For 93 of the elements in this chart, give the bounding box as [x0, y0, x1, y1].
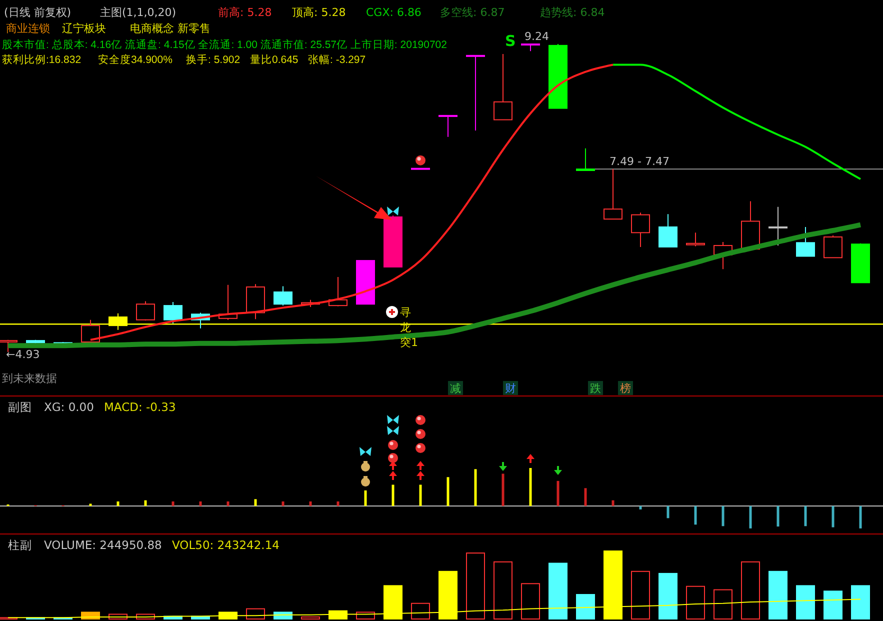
bar	[254, 499, 257, 506]
bar	[411, 602, 430, 620]
annotation: 张幅: -3.297	[308, 53, 366, 66]
bar	[246, 608, 265, 620]
text: 减	[450, 382, 461, 395]
candlestick	[686, 232, 705, 247]
bar	[796, 585, 815, 620]
annotation: 龙	[400, 321, 411, 334]
annotation: 柱副	[8, 538, 32, 552]
text: 趋势线: 6.84	[540, 6, 605, 19]
bar	[556, 480, 560, 506]
bar	[392, 484, 394, 506]
bar	[749, 506, 752, 528]
text: 榜	[620, 382, 631, 395]
bar	[521, 583, 540, 620]
candlestick	[796, 226, 815, 257]
annotation: 股本市值: 总股本: 4.16亿 流通盘: 4.15亿 全流通: 1.00 流通市值: 25.57亿 上市日期: 20190702	[2, 38, 448, 51]
bar	[824, 590, 842, 620]
annotation: 突1	[400, 336, 418, 349]
bar	[612, 500, 614, 506]
annotation: 寻	[400, 306, 411, 319]
bar	[336, 501, 340, 506]
bar	[694, 506, 697, 525]
bar	[282, 501, 284, 506]
candlestick	[274, 286, 292, 306]
candlestick	[658, 214, 678, 248]
text: 电商概念 新零售	[130, 22, 210, 35]
bar	[832, 506, 834, 528]
annotation: 安全度34.900%	[98, 53, 172, 66]
bar	[419, 484, 422, 506]
annotation: S	[505, 32, 516, 50]
annotation: 换手: 5.902	[186, 53, 240, 66]
annotation: 获利比例:16.832	[2, 53, 82, 66]
candlestick	[438, 114, 458, 138]
text: 辽宁板块	[62, 22, 106, 35]
bar	[776, 506, 780, 527]
annotation: ←4.93	[6, 348, 40, 361]
bar	[741, 561, 760, 620]
text: CGX: 6.86	[366, 6, 422, 19]
bar	[859, 506, 862, 528]
candlestick	[136, 300, 155, 322]
bar	[658, 572, 678, 620]
annotation: 量比0.645	[250, 53, 298, 66]
text: (日线 前复权)	[4, 6, 72, 19]
bar	[199, 501, 202, 506]
candlestick	[494, 54, 512, 120]
bar	[172, 501, 174, 506]
text: 商业连锁	[6, 22, 50, 35]
bar	[364, 490, 367, 506]
text: 副图	[8, 400, 32, 414]
candlestick	[824, 235, 842, 258]
text: 顶高: 5.28	[292, 6, 346, 19]
text: MACD: -0.33	[104, 400, 176, 414]
candlestick	[466, 54, 485, 131]
bar	[576, 594, 595, 620]
text: 跌	[590, 382, 601, 395]
bar	[714, 589, 732, 620]
candlestick	[768, 206, 788, 246]
bar	[666, 506, 670, 518]
candlestick	[576, 148, 595, 171]
candlestick	[631, 212, 650, 248]
bar	[529, 468, 532, 506]
bar	[768, 570, 788, 620]
annotation: VOL50: 243242.14	[172, 538, 280, 552]
text: XG: 0.00	[44, 400, 94, 414]
bar	[226, 501, 230, 506]
bar	[686, 586, 705, 620]
bar	[804, 506, 807, 526]
bar	[116, 501, 120, 506]
bar	[851, 585, 870, 620]
bar	[474, 469, 477, 506]
ref-line-label: 7.49 - 7.47	[610, 155, 670, 168]
bar	[446, 477, 450, 506]
bar	[466, 552, 485, 620]
text: 主图(1,1,0,20)	[100, 6, 176, 19]
bar	[639, 506, 642, 510]
bar	[722, 506, 724, 526]
candlestick	[604, 168, 622, 220]
annotation: 9.24	[524, 30, 549, 43]
annotation: VOLUME: 244950.88	[44, 538, 162, 552]
text: 多空线: 6.87	[440, 6, 505, 19]
bar	[494, 561, 512, 620]
bar	[309, 501, 312, 506]
candlestick	[164, 301, 182, 324]
text: 到未来数据	[2, 372, 57, 385]
bar	[584, 488, 587, 506]
text: 前高: 5.28	[218, 6, 272, 19]
bar	[301, 616, 320, 620]
bar	[502, 474, 504, 506]
bar	[548, 562, 568, 620]
text: 财	[505, 382, 516, 395]
bar	[144, 500, 147, 506]
bar	[631, 570, 650, 620]
